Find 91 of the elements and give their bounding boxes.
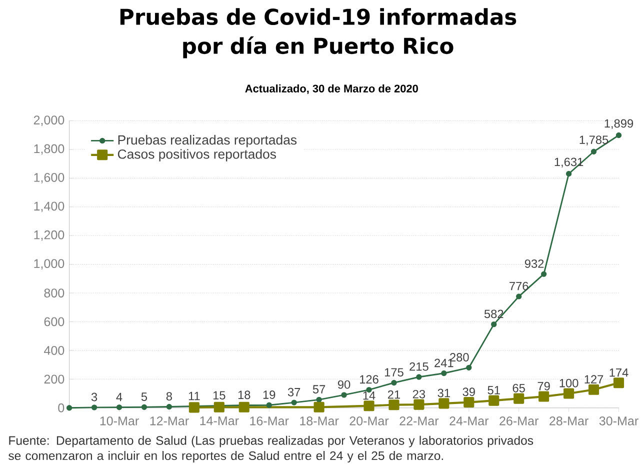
x-tick-label: 16-Mar	[250, 416, 289, 426]
point	[516, 293, 522, 300]
data-label: 31	[438, 388, 450, 398]
data-label: 4	[116, 392, 122, 401]
point	[438, 398, 450, 409]
y-tick-label: 800	[44, 288, 64, 298]
point	[491, 321, 497, 328]
data-label: 100	[560, 378, 578, 388]
data-label: 1,899	[604, 119, 634, 129]
point	[214, 402, 224, 412]
data-label: 776	[510, 282, 528, 290]
chart-subtitle: Actualizado, 30 de Marzo de 2020	[245, 84, 418, 94]
data-label: 23	[412, 390, 426, 398]
x-tick-label: 24-Mar	[450, 416, 489, 426]
x-tick-label: 18-Mar	[300, 416, 339, 426]
x-tick-label: 30-Mar	[599, 416, 638, 426]
point	[538, 391, 550, 402]
point	[464, 396, 474, 408]
data-label: 14	[363, 391, 376, 400]
point	[466, 364, 472, 370]
x-tick-label: 20-Mar	[350, 416, 389, 426]
data-label: 51	[488, 386, 500, 394]
point	[66, 404, 72, 411]
point	[540, 271, 547, 277]
y-tick-label: 400	[44, 346, 64, 355]
data-label: 79	[538, 382, 550, 390]
point	[564, 388, 574, 399]
x-tick-label: 22-Mar	[400, 416, 439, 426]
data-label: 19	[263, 390, 276, 399]
data-label: 11	[188, 392, 200, 400]
point	[91, 404, 98, 410]
point	[364, 400, 374, 411]
point	[116, 404, 122, 410]
data-label: 174	[610, 368, 628, 377]
y-tick-label: 600	[44, 317, 64, 326]
source-note: Fuente: Departamento de Salud (Las pruebas realizadas por Veteranos y laboratorios privados se comenzaron a incluir en los reportes de Salud entre el 24 y el 25 de marzo.	[8, 436, 534, 462]
data-label: 126	[360, 375, 378, 384]
point	[588, 384, 600, 395]
point	[314, 402, 324, 412]
y-tick-label: 1,800	[34, 144, 64, 155]
data-label: 582	[484, 310, 504, 318]
point	[316, 396, 322, 402]
point	[141, 404, 148, 410]
y-tick-label: 0	[58, 403, 64, 412]
point	[341, 392, 347, 398]
point	[613, 377, 624, 388]
y-tick-label: 1,200	[34, 230, 64, 241]
data-label: 65	[512, 384, 525, 392]
y-tick-label: 1,400	[34, 202, 64, 212]
data-label: 215	[410, 362, 428, 371]
y-tick-label: 1,000	[34, 258, 64, 270]
data-label: 39	[462, 388, 475, 396]
data-label: 90	[338, 380, 350, 389]
point	[514, 393, 524, 404]
point	[416, 374, 422, 380]
point	[391, 380, 397, 386]
point	[291, 400, 297, 406]
data-label: 5	[141, 392, 148, 401]
y-tick-label: 200	[44, 374, 64, 384]
data-label: 8	[166, 392, 172, 400]
point	[266, 402, 272, 408]
point	[441, 370, 447, 376]
data-label: 37	[288, 388, 300, 396]
point	[388, 399, 400, 410]
legend-label: Casos positivos reportados	[118, 148, 276, 162]
data-label: 1,785	[580, 135, 608, 146]
point	[238, 402, 250, 412]
data-label: 21	[388, 390, 400, 399]
point	[616, 132, 622, 138]
x-tick-label: 10-Mar	[100, 416, 139, 426]
data-label: 57	[312, 385, 326, 394]
x-tick-label: 28-Mar	[550, 416, 588, 426]
y-tick-label: 1,600	[34, 172, 64, 184]
point	[590, 148, 597, 154]
point	[566, 170, 572, 176]
y-tick-label: 2,000	[34, 115, 64, 126]
data-label: 18	[238, 390, 250, 399]
data-label: 3	[91, 392, 98, 402]
data-label: 175	[384, 368, 404, 376]
data-label: 15	[213, 391, 226, 400]
point	[488, 395, 500, 406]
legend-label: Pruebas realizadas reportadas	[118, 134, 297, 148]
point	[188, 402, 200, 413]
point	[414, 399, 424, 410]
x-tick-label: 12-Mar	[150, 416, 189, 426]
point	[166, 404, 172, 410]
data-label: 127	[584, 374, 604, 384]
x-tick-label: 26-Mar	[500, 416, 538, 426]
x-tick-label: 14-Mar	[200, 416, 239, 426]
chart-title: Pruebas de Covid-19 informadas por día en Puerto Rico	[120, 8, 516, 58]
data-label: 932	[524, 259, 544, 268]
